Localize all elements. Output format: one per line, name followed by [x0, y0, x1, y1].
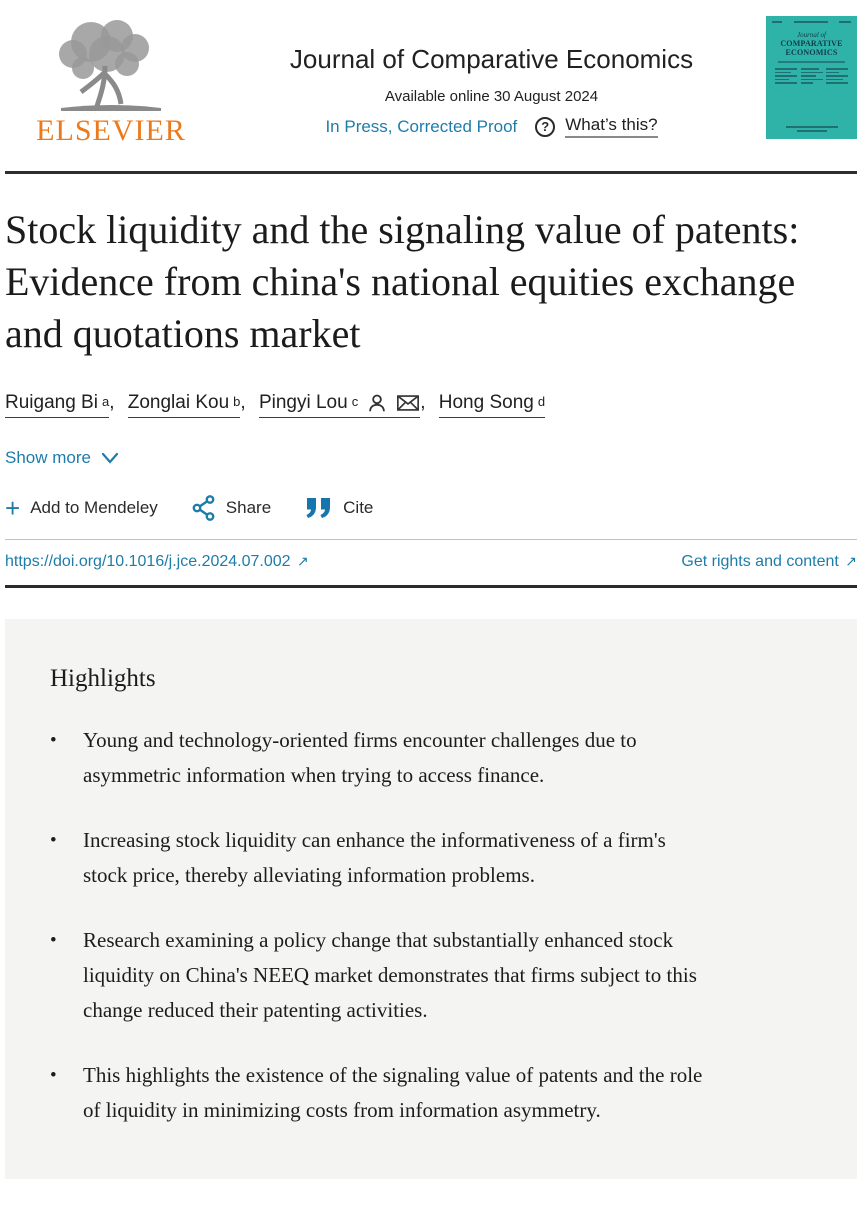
doi-text: https://doi.org/10.1016/j.jce.2024.07.00…: [5, 553, 291, 570]
show-more-label: Show more: [5, 448, 91, 467]
doi-link[interactable]: https://doi.org/10.1016/j.jce.2024.07.00…: [5, 553, 309, 571]
elsevier-tree-icon: [59, 20, 161, 111]
highlight-text: Increasing stock liquidity can enhance t…: [83, 828, 666, 887]
share-button[interactable]: Share: [192, 495, 271, 521]
highlight-text: Young and technology-oriented firms enco…: [83, 728, 637, 787]
in-press-link[interactable]: In Press, Corrected Proof: [325, 116, 518, 136]
elsevier-wordmark: ELSEVIER: [36, 114, 186, 147]
in-press-row: In Press, Corrected Proof ? What’s this?: [217, 115, 766, 138]
doi-divider: [5, 585, 857, 588]
show-more-button[interactable]: Show more: [5, 448, 119, 468]
share-label: Share: [225, 498, 272, 517]
journal-info: Journal of Comparative Economics Availab…: [217, 16, 766, 138]
highlights-panel: Highlights Young and technology-oriented…: [5, 619, 857, 1179]
author-affiliation-sup: b: [233, 393, 241, 409]
elsevier-logo[interactable]: ELSEVIER: [5, 16, 217, 146]
author-link[interactable]: Pingyi Lou c: [258, 392, 421, 418]
highlight-text: Research examining a policy change that …: [83, 928, 697, 1022]
author-name: Pingyi Lou: [258, 392, 348, 413]
journal-header: ELSEVIER Journal of Comparative Economic…: [5, 0, 857, 146]
cite-label: Cite: [343, 498, 374, 517]
highlight-item: This highlights the existence of the sig…: [50, 1058, 812, 1128]
email-envelope-icon: [396, 393, 420, 413]
cite-button[interactable]: Cite: [305, 497, 373, 519]
add-to-mendeley-button[interactable]: + Add to Mendeley: [5, 493, 158, 523]
author: Pingyi Lou c,: [258, 392, 439, 418]
highlight-item: Research examining a policy change that …: [50, 923, 812, 1028]
article-title: Stock liquidity and the signaling value …: [5, 207, 800, 356]
get-rights-link[interactable]: Get rights and content ↗: [681, 553, 857, 571]
cover-title-line2: ECONOMICS: [785, 48, 838, 58]
cover-subtitle-bar: [778, 61, 845, 64]
corresponding-author-icon: [366, 392, 388, 414]
author-separator: ,: [109, 392, 120, 413]
author-affiliation-sup: c: [351, 393, 359, 409]
author-name: Hong Song: [438, 392, 534, 413]
chevron-down-icon: [101, 452, 119, 464]
author-link[interactable]: Zonglai Kou b: [127, 392, 241, 418]
cover-journal-of: Journal of: [797, 31, 826, 39]
get-rights-text: Get rights and content: [681, 553, 839, 570]
author-affiliation-sup: a: [101, 393, 110, 409]
author-link[interactable]: Hong Song d: [438, 392, 546, 418]
share-nodes-icon: [192, 495, 215, 521]
whats-this-link[interactable]: What’s this?: [565, 115, 658, 138]
author-name: Ruigang Bi: [5, 392, 98, 413]
author-name: Zonglai Kou: [127, 392, 230, 413]
cite-quote-icon: [306, 498, 331, 518]
external-link-icon: ↗: [845, 553, 857, 569]
cover-footer-bars: [766, 124, 857, 134]
question-circle-icon[interactable]: ?: [535, 116, 556, 137]
journal-title-link[interactable]: Journal of Comparative Economics: [289, 44, 694, 74]
author: Ruigang Bi a,: [5, 392, 128, 418]
plus-icon: +: [5, 493, 21, 523]
cover-title-line1: COMPARATIVE: [780, 39, 843, 48]
author: Zonglai Kou b,: [127, 392, 259, 418]
cover-text-columns: [772, 68, 851, 86]
author-link[interactable]: Ruigang Bi a: [5, 392, 110, 418]
article-actions: + Add to Mendeley Share Cite: [5, 495, 857, 521]
highlights-list: Young and technology-oriented firms enco…: [50, 723, 812, 1128]
journal-cover-thumbnail[interactable]: Journal of COMPARATIVE ECONOMICS: [766, 16, 857, 139]
actions-divider: [5, 539, 857, 540]
highlight-item: Increasing stock liquidity can enhance t…: [50, 823, 812, 893]
highlight-text: This highlights the existence of the sig…: [83, 1063, 703, 1122]
header-divider: [5, 171, 857, 174]
external-link-icon: ↗: [297, 553, 309, 569]
author-list: Ruigang Bi a, Zonglai Kou b, Pingyi Lou c, …: [5, 392, 857, 418]
doi-row: https://doi.org/10.1016/j.jce.2024.07.00…: [5, 553, 857, 571]
add-to-mendeley-label: Add to Mendeley: [30, 498, 158, 517]
highlights-title: Highlights: [50, 665, 156, 692]
available-online-date: Available online 30 August 2024: [384, 88, 599, 105]
author-separator: ,: [240, 392, 251, 413]
cover-top-bars: [772, 21, 851, 23]
author-affiliation-sup: d: [537, 393, 546, 409]
author: Hong Song d: [438, 392, 546, 418]
highlight-item: Young and technology-oriented firms enco…: [50, 723, 812, 793]
author-separator: ,: [420, 392, 431, 413]
